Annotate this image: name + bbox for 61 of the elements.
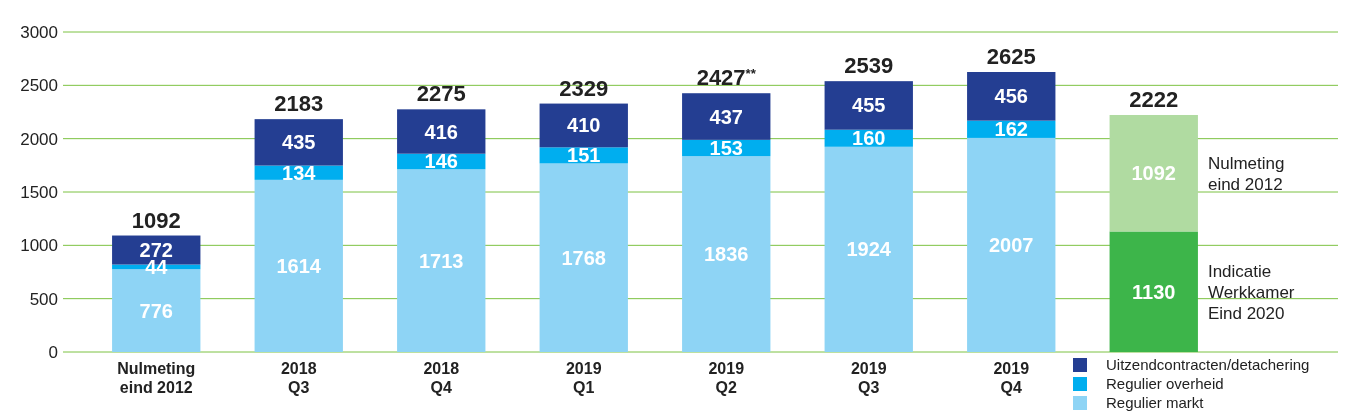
x-tick-label: 2019 Q3 <box>850 360 887 396</box>
data-label: 151 <box>567 144 601 167</box>
x-tick-label: 2019 Q4 <box>993 360 1030 396</box>
data-label: 1713 <box>419 249 464 272</box>
x-tick-label: 2019 Q2 <box>708 360 745 396</box>
bar <box>1109 114 1198 232</box>
bar <box>539 103 628 148</box>
data-label: 437 <box>709 105 743 128</box>
data-label: 410 <box>567 114 601 137</box>
legend-label: Uitzendcontracten/detachering <box>1106 356 1310 374</box>
y-tick-label: 500 <box>29 289 58 309</box>
bar <box>254 119 343 166</box>
data-label: 1092 <box>1131 162 1176 185</box>
bar <box>967 137 1056 352</box>
data-label: 1768 <box>561 246 606 269</box>
legend-label: Regulier overheid <box>1106 375 1224 393</box>
bar <box>254 179 343 352</box>
data-label: 1924 <box>846 238 892 261</box>
total-label: 1092 <box>131 207 181 233</box>
x-tick-label: Nulmeting eind 2012 <box>117 360 196 396</box>
total-label: 2222 <box>1129 86 1179 112</box>
total-label: 2625 <box>986 44 1036 69</box>
data-label: 146 <box>424 150 458 173</box>
data-label: 455 <box>852 94 886 117</box>
data-label: 456 <box>994 85 1028 108</box>
y-tick-label: 1500 <box>20 182 58 202</box>
total-label: 2183 <box>274 91 324 117</box>
bar <box>682 93 771 140</box>
bar <box>682 156 771 352</box>
data-label: 1836 <box>704 243 749 266</box>
x-tick-label: 2018 Q3 <box>280 360 317 396</box>
x-tick-label: 2019 Q1 <box>565 360 602 396</box>
y-tick-label: 0 <box>48 342 58 362</box>
series-label: Nulmeting eind 2012 <box>1207 153 1285 194</box>
bar <box>397 109 486 154</box>
data-label: 435 <box>282 131 316 154</box>
bar <box>1109 231 1198 352</box>
legend-label: Regulier markt <box>1106 394 1205 412</box>
bar <box>824 146 913 352</box>
series-label: Indicatie Werkkamer Eind 2020 <box>1207 261 1295 323</box>
data-label: 1130 <box>1132 280 1176 303</box>
y-tick-label: 2000 <box>20 129 58 149</box>
y-tick-label: 1000 <box>20 236 58 256</box>
bar <box>397 169 486 352</box>
data-label: 153 <box>709 137 743 159</box>
data-label: 162 <box>994 118 1028 141</box>
data-label: 160 <box>852 127 886 150</box>
total-label: 2275 <box>416 81 466 107</box>
total-label: 2539 <box>844 53 894 79</box>
data-label: 776 <box>139 299 173 322</box>
data-label: 1614 <box>276 254 322 277</box>
y-tick-label: 2500 <box>20 76 58 96</box>
bar <box>539 163 628 352</box>
bar <box>824 81 913 130</box>
x-tick-label: 2018 Q4 <box>423 360 460 396</box>
total-label: 2427$^{**}$ <box>696 65 757 91</box>
data-label: 134 <box>282 161 317 184</box>
bar <box>967 72 1056 121</box>
data-label: 416 <box>424 120 458 143</box>
y-tick-label: 3000 <box>20 22 58 42</box>
data-label: 2007 <box>989 233 1034 256</box>
